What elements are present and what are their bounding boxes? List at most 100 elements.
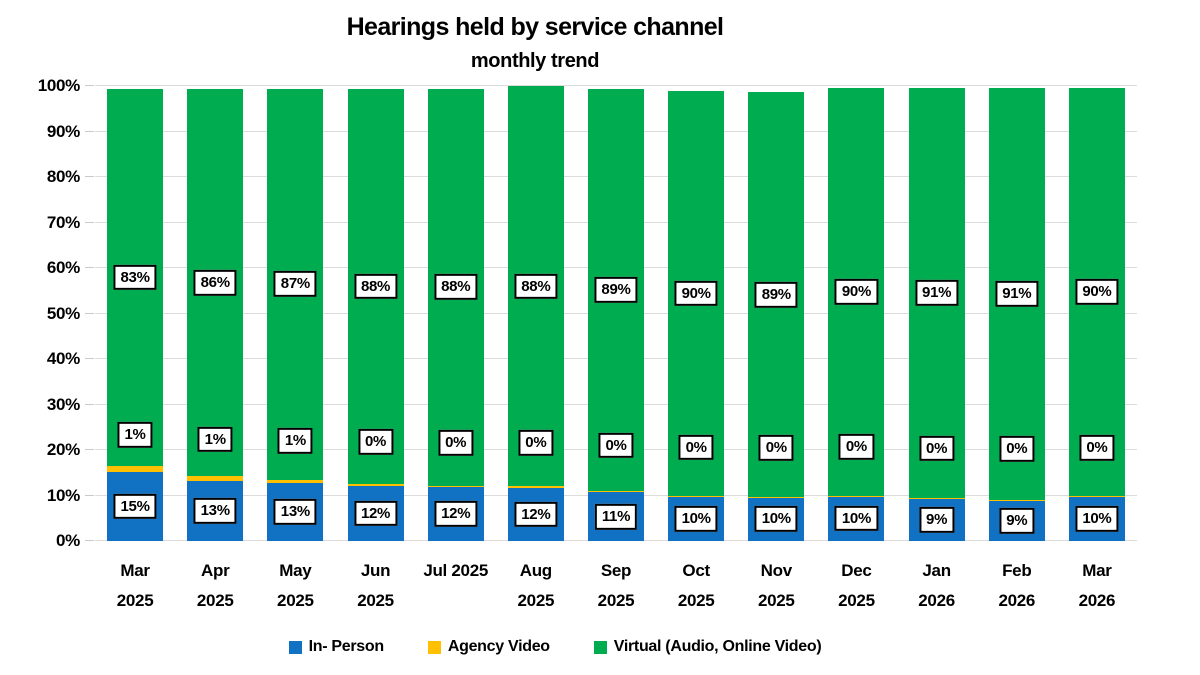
x-category-label: Oct 2025 [656,556,736,616]
data-label: 90% [1075,279,1119,305]
x-category-label: Jun 2025 [335,556,415,616]
y-tick-mark-icon [85,85,94,86]
y-tick-label: 30% [46,394,80,414]
x-category-label: Apr 2025 [175,556,255,616]
x-category-line: Oct [682,561,710,580]
x-category-line: Mar [1082,561,1112,580]
data-label: 88% [514,273,558,300]
y-tick-label: 100% [37,76,81,95]
x-category-line: 2025 [277,591,314,610]
bar-segment-agency-video [347,484,404,486]
data-label: 10% [1075,506,1119,532]
chart-subtitle: monthly trend [470,50,600,72]
x-category-line: Jun [360,561,391,580]
x-category-label: Jul 2025 [416,556,496,586]
x-category-label: Jan 2026 [897,556,977,616]
data-label: 12% [514,501,558,528]
legend-item: In- Person [288,638,385,656]
data-label: 0% [438,429,474,456]
legend-label: Virtual (Audio, Online Video) [613,638,822,655]
data-label: 10% [834,505,878,532]
y-axis: 0% 10% 20% 30% 40% 50% 60% 70% 80% 90% 100% [0,76,81,550]
x-category-label: Aug 2025 [496,556,576,616]
data-label: 88% [434,274,478,300]
y-tick-mark-icon [85,176,94,177]
x-category-line: 2025 [116,591,154,610]
bar-column: 12% 0% 88% [335,86,415,541]
x-category-line: 2025 [517,591,555,610]
x-category-line: Jul 2025 [423,561,489,580]
y-tick-mark-icon [85,403,94,405]
data-label: 0% [518,430,554,456]
data-label: 13% [193,497,237,524]
y-tick-label: 20% [46,440,80,459]
x-category-label: Mar 2026 [1057,556,1137,616]
y-tick-mark-icon [85,221,94,223]
y-tick-mark-icon [85,449,94,450]
data-label: 12% [353,500,398,527]
x-category-line: Nov [760,561,793,580]
x-category-line: Aug [519,561,552,580]
x-category-line: Apr [201,561,230,580]
x-axis: Mar 2025 Apr 2025 May 2025 Jun 2025 Jul 2025 Aug 2… [95,556,1137,626]
data-label: 91% [995,280,1039,307]
bar-segment-agency-video [587,491,644,493]
data-label: 9% [999,507,1035,534]
y-tick-mark-icon [85,494,94,496]
x-category-line: 2025 [357,591,394,610]
x-category-label: Dec 2025 [816,556,896,616]
legend-item: Agency Video [427,638,550,656]
bar-column: 13% 1% 86% [175,86,255,541]
data-label: 0% [758,434,794,461]
data-label: 15% [113,493,157,520]
x-category-line: 2025 [677,591,715,610]
bar-segment-agency-video [427,485,484,488]
x-category-label: Nov 2025 [736,556,816,616]
x-category-line: 2026 [1078,591,1116,610]
data-label: 1% [117,422,153,448]
data-label: 87% [273,271,317,297]
y-axis-ticks [85,85,94,541]
x-category-line: Mar [120,561,150,580]
bar-column: 11% 0% 89% [576,86,656,541]
data-label: 12% [434,501,478,527]
y-tick-label: 50% [46,303,80,323]
legend-label: In- Person [308,638,385,655]
data-label: 0% [357,429,394,455]
bar-column: 13% 1% 87% [255,86,335,541]
data-label: 13% [273,499,317,525]
bar-column: 9% 0% 91% [977,86,1057,541]
x-category-line: Jan [922,561,951,580]
bar-column: 10% 0% 90% [816,86,896,541]
y-tick-mark-icon [85,358,94,359]
legend: In- Person Agency Video Virtual (Audio, On… [0,638,1110,656]
bar-column: 12% 0% 88% [416,86,496,541]
x-category-label: Sep 2025 [576,556,656,616]
bar-segment-agency-video [267,479,324,483]
bar-segment-agency-video [507,486,564,488]
y-tick-mark-icon [85,540,94,541]
legend-swatch-icon [427,640,441,654]
data-label: 90% [674,280,718,307]
data-label: 89% [754,281,798,308]
gridline [95,85,1137,86]
legend-item: Virtual (Audio, Online Video) [593,638,822,656]
y-tick-label: 80% [46,167,80,186]
y-tick-mark-icon [85,312,94,314]
data-label: 11% [594,503,638,530]
y-tick-label: 70% [46,212,80,232]
data-label: 86% [193,269,237,296]
data-label: 89% [594,277,638,303]
x-category-line: 2026 [998,591,1036,610]
x-category-line: Dec [841,561,872,580]
data-label: 9% [919,507,955,533]
data-label: 90% [834,278,878,305]
chart-title: Hearings held by service channel [346,13,724,41]
bar-segment-agency-video [187,476,244,481]
data-label: 1% [277,427,313,454]
bar-column: 10% 0% 89% [736,86,816,541]
x-category-line: 2025 [757,591,795,610]
data-label: 0% [838,434,874,460]
bar-column: 10% 0% 90% [1057,86,1137,541]
